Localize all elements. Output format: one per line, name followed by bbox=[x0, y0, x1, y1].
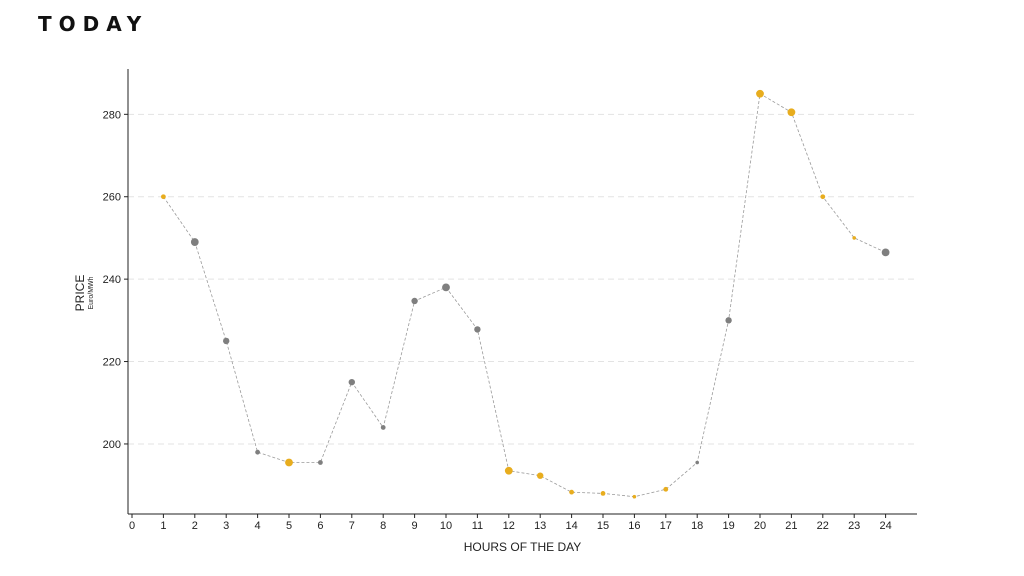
x-tick-label: 18 bbox=[691, 520, 703, 532]
axes bbox=[127, 69, 917, 515]
y-tick-label: 220 bbox=[103, 357, 121, 369]
data-point-hour-16 bbox=[632, 494, 637, 499]
data-point-hour-12 bbox=[504, 466, 513, 475]
data-point-hour-19 bbox=[725, 317, 732, 324]
x-tick-label: 19 bbox=[722, 520, 734, 532]
data-point-hour-9 bbox=[411, 297, 418, 305]
x-tick-label: 13 bbox=[534, 520, 546, 532]
x-tick-label: 0 bbox=[129, 520, 135, 532]
x-tick-label: 10 bbox=[440, 520, 452, 532]
data-point-hour-18 bbox=[695, 460, 699, 465]
x-tick-label: 23 bbox=[848, 520, 860, 532]
x-tick-label: 15 bbox=[597, 520, 609, 532]
y-tick-label: 260 bbox=[103, 192, 121, 204]
data-point-hour-22 bbox=[820, 194, 826, 200]
data-point-hour-7 bbox=[348, 378, 355, 386]
x-tick-label: 14 bbox=[565, 520, 577, 532]
x-tick-label: 5 bbox=[286, 520, 292, 532]
data-points bbox=[161, 89, 890, 499]
data-point-hour-3 bbox=[223, 337, 230, 345]
x-tick-label: 17 bbox=[660, 520, 672, 532]
x-tick-label: 8 bbox=[380, 520, 386, 532]
data-point-hour-8 bbox=[380, 425, 386, 430]
data-point-hour-14 bbox=[569, 489, 574, 495]
page-title: TODAY bbox=[38, 12, 149, 36]
gridlines bbox=[128, 113, 917, 445]
x-tick-label: 4 bbox=[255, 520, 261, 532]
x-tick-label: 20 bbox=[754, 520, 766, 532]
y-axis-unit-label: Euro/MWh bbox=[88, 276, 95, 309]
data-point-hour-10 bbox=[442, 283, 450, 292]
data-point-hour-15 bbox=[600, 490, 606, 496]
data-point-hour-5 bbox=[285, 458, 293, 467]
x-tick-label: 7 bbox=[349, 520, 355, 532]
data-point-hour-4 bbox=[255, 449, 260, 455]
x-tick-label: 6 bbox=[317, 520, 323, 532]
y-tick-label: 200 bbox=[103, 439, 121, 451]
data-point-hour-23 bbox=[852, 236, 856, 240]
x-tick-label: 9 bbox=[412, 520, 418, 532]
x-axis-label: HOURS OF THE DAY bbox=[464, 540, 582, 554]
y-tick-label: 280 bbox=[103, 109, 121, 121]
data-point-hour-6 bbox=[318, 460, 323, 465]
data-point-hour-17 bbox=[663, 486, 669, 492]
x-tick-label: 22 bbox=[817, 520, 829, 532]
x-tick-label: 11 bbox=[472, 520, 483, 532]
y-tick-label: 240 bbox=[103, 274, 121, 286]
x-tick-label: 1 bbox=[160, 520, 166, 532]
data-point-hour-24 bbox=[881, 248, 890, 257]
x-tick-label: 21 bbox=[785, 520, 797, 532]
x-tick-label: 3 bbox=[223, 520, 229, 532]
x-tick-label: 16 bbox=[628, 520, 640, 532]
data-point-hour-21 bbox=[787, 108, 796, 117]
x-tick-label: 2 bbox=[192, 520, 198, 532]
data-point-hour-1 bbox=[161, 194, 166, 200]
data-point-hour-2 bbox=[190, 238, 199, 246]
data-point-hour-11 bbox=[474, 326, 481, 333]
data-point-hour-13 bbox=[537, 472, 544, 479]
data-point-hour-20 bbox=[756, 89, 764, 98]
series-connector-line bbox=[163, 93, 886, 498]
y-axis-label: PRICE bbox=[73, 275, 87, 312]
x-tick-label: 24 bbox=[879, 520, 891, 532]
x-tick-label: 12 bbox=[503, 520, 515, 532]
